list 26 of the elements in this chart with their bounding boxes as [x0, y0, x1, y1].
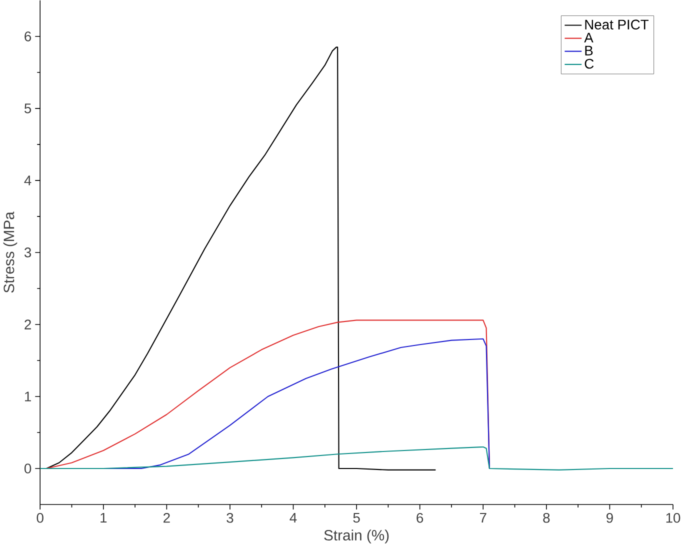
x-tick-label: 9 [606, 513, 613, 523]
y-tick-label: 2 [24, 320, 31, 330]
x-tick-label: 7 [480, 513, 486, 523]
x-axis-title: Strain (%) [324, 530, 389, 544]
legend-label: A [584, 32, 594, 42]
x-tick-label: 3 [226, 513, 234, 523]
y-tick-label: 1 [25, 392, 31, 402]
y-tick-label: 4 [24, 176, 32, 186]
x-tick-label: 0 [36, 513, 44, 523]
x-tick-label: 8 [543, 513, 550, 523]
legend-label: B [585, 46, 593, 56]
line-series [40, 446, 673, 471]
x-tick-label: 5 [353, 513, 360, 523]
x-tick-label: 6 [416, 513, 424, 523]
legend-label: C [584, 58, 594, 69]
y-tick-label: 3 [24, 248, 32, 258]
x-tick-label: 1 [100, 513, 107, 523]
x-tick-label: 10 [666, 513, 680, 523]
legend-label: Neat PICT [585, 20, 649, 30]
y-tick-label: 5 [24, 104, 32, 114]
y-tick-label: 0 [24, 464, 32, 474]
y-tick-label: 6 [24, 32, 32, 42]
x-tick-label: 2 [164, 513, 170, 523]
x-tick-label: 4 [290, 513, 297, 523]
line-series [46, 46, 436, 471]
y-axis-title: Stress (MPa [3, 212, 18, 293]
